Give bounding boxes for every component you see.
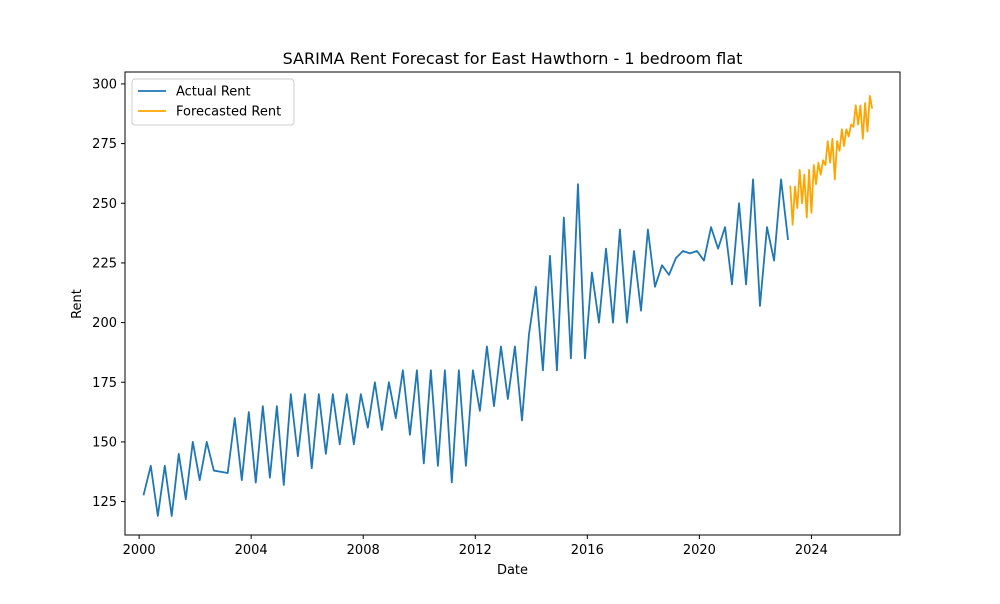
series-line-actual-rent xyxy=(142,178,789,517)
y-tick-label: 225 xyxy=(92,256,117,271)
y-axis-label: Rent xyxy=(70,289,85,319)
x-tick-label: 2000 xyxy=(123,543,156,558)
plot-frame xyxy=(124,71,901,536)
series-layer xyxy=(142,94,874,517)
y-tick-label: 300 xyxy=(92,77,117,92)
legend-label: Actual Rent xyxy=(176,85,251,100)
x-tick-label: 2016 xyxy=(571,543,604,558)
y-tick-label: 275 xyxy=(92,137,117,152)
x-tick-label: 2020 xyxy=(683,543,716,558)
x-axis-label: Date xyxy=(497,563,528,578)
y-tick-label: 125 xyxy=(92,495,117,510)
series-line-forecasted-rent xyxy=(789,94,874,226)
x-tick-label: 2008 xyxy=(347,543,380,558)
x-tick-label: 2012 xyxy=(459,543,492,558)
axes-layer: 2000 2004 2008 2012 2016 2020 2024 125 150 175 200… xyxy=(92,71,901,558)
y-tick-label: 150 xyxy=(92,435,117,450)
x-tick-label: 2004 xyxy=(235,543,268,558)
y-tick-label: 175 xyxy=(92,376,117,391)
y-tick-label: 250 xyxy=(92,197,117,212)
legend: Actual Rent Forecasted Rent xyxy=(131,78,295,126)
chart-title: SARIMA Rent Forecast for East Hawthorn -… xyxy=(283,49,743,68)
y-tick-label: 200 xyxy=(92,316,117,331)
legend-box xyxy=(131,78,295,126)
legend-label: Forecasted Rent xyxy=(176,105,281,120)
x-tick-label: 2024 xyxy=(795,543,828,558)
